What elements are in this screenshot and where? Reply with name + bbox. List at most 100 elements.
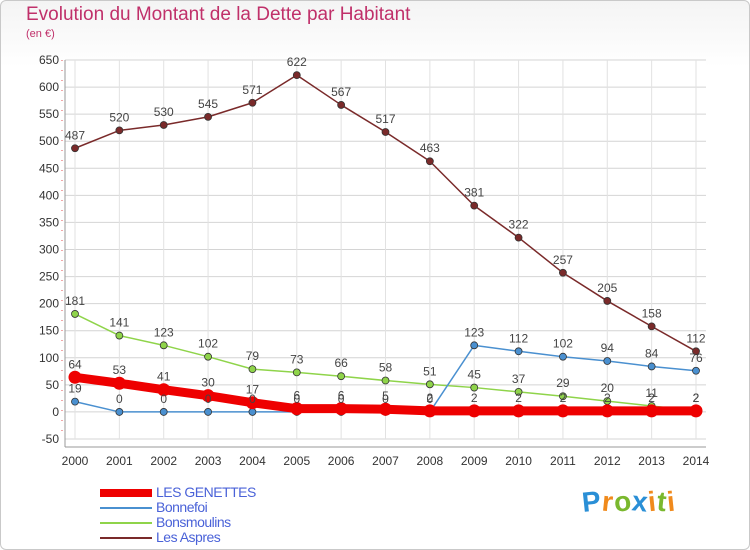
data-point-les-genettes xyxy=(379,402,392,416)
data-label-bonsmoulins: 20 xyxy=(601,381,615,395)
data-point-les-genettes xyxy=(245,396,259,410)
data-label-les-genettes: 5 xyxy=(382,389,389,403)
data-point-bonsmoulins xyxy=(337,372,346,381)
y-tick-label: 350 xyxy=(39,215,59,229)
data-label-bonsmoulins: 37 xyxy=(512,372,526,386)
data-label-les-aspres: 257 xyxy=(553,253,573,267)
data-label-bonsmoulins: 102 xyxy=(198,337,218,351)
data-label-les-aspres: 622 xyxy=(287,55,307,69)
x-tick-label: 2006 xyxy=(328,454,355,468)
data-label-les-aspres: 530 xyxy=(154,105,174,119)
y-tick-label: 400 xyxy=(39,188,59,202)
data-point-bonsmoulins xyxy=(159,341,168,350)
data-point-bonnefoi xyxy=(159,408,168,416)
data-point-bonsmoulins xyxy=(248,365,257,374)
legend-item: LES GENETTES xyxy=(100,485,256,500)
data-label-bonsmoulins: 141 xyxy=(109,316,129,330)
data-point-les-aspres xyxy=(603,297,612,305)
data-label-bonsmoulins: 79 xyxy=(246,349,260,363)
x-tick-label: 2005 xyxy=(283,454,310,468)
data-label-les-genettes: 2 xyxy=(560,391,567,405)
data-point-bonsmoulins xyxy=(71,310,79,318)
data-label-bonnefoi: 0 xyxy=(427,392,434,406)
data-point-les-genettes xyxy=(201,389,215,403)
data-label-bonnefoi: 84 xyxy=(645,346,659,360)
data-label-bonsmoulins: 66 xyxy=(334,356,348,370)
chart-title: Evolution du Montant de la Dette par Hab… xyxy=(26,4,411,25)
y-tick-label: 650 xyxy=(39,53,59,67)
data-point-bonnefoi xyxy=(470,341,479,350)
data-label-les-aspres: 545 xyxy=(198,97,218,111)
legend-label: Bonnefoi xyxy=(156,499,208,515)
data-point-bonnefoi xyxy=(559,352,567,361)
x-tick-label: 2011 xyxy=(550,454,576,468)
data-point-bonsmoulins xyxy=(514,387,523,396)
x-tick-label: 2012 xyxy=(594,454,621,468)
data-label-bonsmoulins: 181 xyxy=(65,294,85,308)
y-tick-label: 500 xyxy=(39,134,59,148)
data-label-bonsmoulins: 45 xyxy=(468,368,482,382)
data-point-bonnefoi xyxy=(692,366,700,375)
data-point-bonsmoulins xyxy=(292,368,301,377)
data-label-bonnefoi: 0 xyxy=(382,392,389,406)
data-label-bonnefoi: 112 xyxy=(509,331,528,345)
data-label-bonnefoi: 19 xyxy=(68,382,82,396)
data-label-bonsmoulins: 11 xyxy=(645,386,658,400)
legend-swatch xyxy=(100,488,152,497)
x-tick-label: 2003 xyxy=(195,454,222,468)
legend-label: Bonsmoulins xyxy=(156,514,231,530)
y-tick-label: 50 xyxy=(46,378,60,392)
x-tick-label: 2002 xyxy=(150,454,177,468)
y-tick-label: 450 xyxy=(39,161,59,175)
legend-swatch xyxy=(100,506,152,509)
data-label-les-genettes: 41 xyxy=(157,370,171,384)
logo-letter: i xyxy=(665,485,678,518)
data-label-bonsmoulins: 58 xyxy=(379,361,393,375)
data-point-bonnefoi xyxy=(71,397,79,406)
data-label-bonnefoi: 0 xyxy=(338,392,345,406)
data-label-les-genettes: 2 xyxy=(693,391,700,405)
data-point-les-aspres xyxy=(647,322,656,331)
data-label-les-aspres: 112 xyxy=(686,331,705,345)
y-tick-label: 550 xyxy=(39,107,59,121)
data-label-bonsmoulins: 2 xyxy=(693,391,700,405)
data-point-les-genettes xyxy=(467,404,481,418)
x-tick-label: 2000 xyxy=(62,454,89,468)
data-label-les-aspres: 487 xyxy=(65,128,85,142)
data-point-bonsmoulins xyxy=(381,376,390,385)
data-point-les-genettes xyxy=(334,402,348,416)
data-point-les-aspres xyxy=(559,268,567,277)
data-point-les-aspres xyxy=(514,233,523,242)
data-point-les-aspres xyxy=(248,98,257,107)
data-label-les-aspres: 463 xyxy=(420,141,440,155)
data-label-bonnefoi: 94 xyxy=(601,341,615,355)
data-label-bonsmoulins: 29 xyxy=(556,376,570,390)
data-label-bonnefoi: 0 xyxy=(116,392,123,406)
data-point-les-genettes xyxy=(645,404,659,418)
x-tick-label: 2010 xyxy=(505,454,532,468)
x-tick-label: 2014 xyxy=(683,454,710,468)
data-label-les-aspres: 381 xyxy=(464,186,484,200)
x-tick-label: 2001 xyxy=(106,454,133,468)
data-label-les-aspres: 205 xyxy=(597,281,617,295)
data-point-bonnefoi xyxy=(115,408,124,416)
x-tick-label: 2009 xyxy=(461,454,488,468)
data-label-les-aspres: 567 xyxy=(331,85,351,99)
data-point-les-genettes xyxy=(112,376,126,390)
chart-legend: LES GENETTES Bonnefoi Bonsmoulins Les Aspre… xyxy=(100,485,256,545)
data-point-les-genettes xyxy=(689,404,703,418)
data-point-les-aspres xyxy=(470,201,479,210)
data-point-les-genettes xyxy=(157,383,171,397)
data-label-bonnefoi: 123 xyxy=(464,325,484,339)
y-tick-label: 600 xyxy=(39,80,59,94)
y-tick-label: 200 xyxy=(39,297,59,311)
data-point-bonnefoi xyxy=(647,362,656,371)
data-label-les-genettes: 30 xyxy=(201,376,215,390)
data-point-les-aspres xyxy=(337,101,346,109)
y-tick-label: 150 xyxy=(39,324,59,338)
data-label-les-genettes: 6 xyxy=(293,389,300,403)
x-tick-label: 2004 xyxy=(239,454,266,468)
data-label-les-genettes: 2 xyxy=(471,391,478,405)
data-point-les-aspres xyxy=(692,347,700,356)
